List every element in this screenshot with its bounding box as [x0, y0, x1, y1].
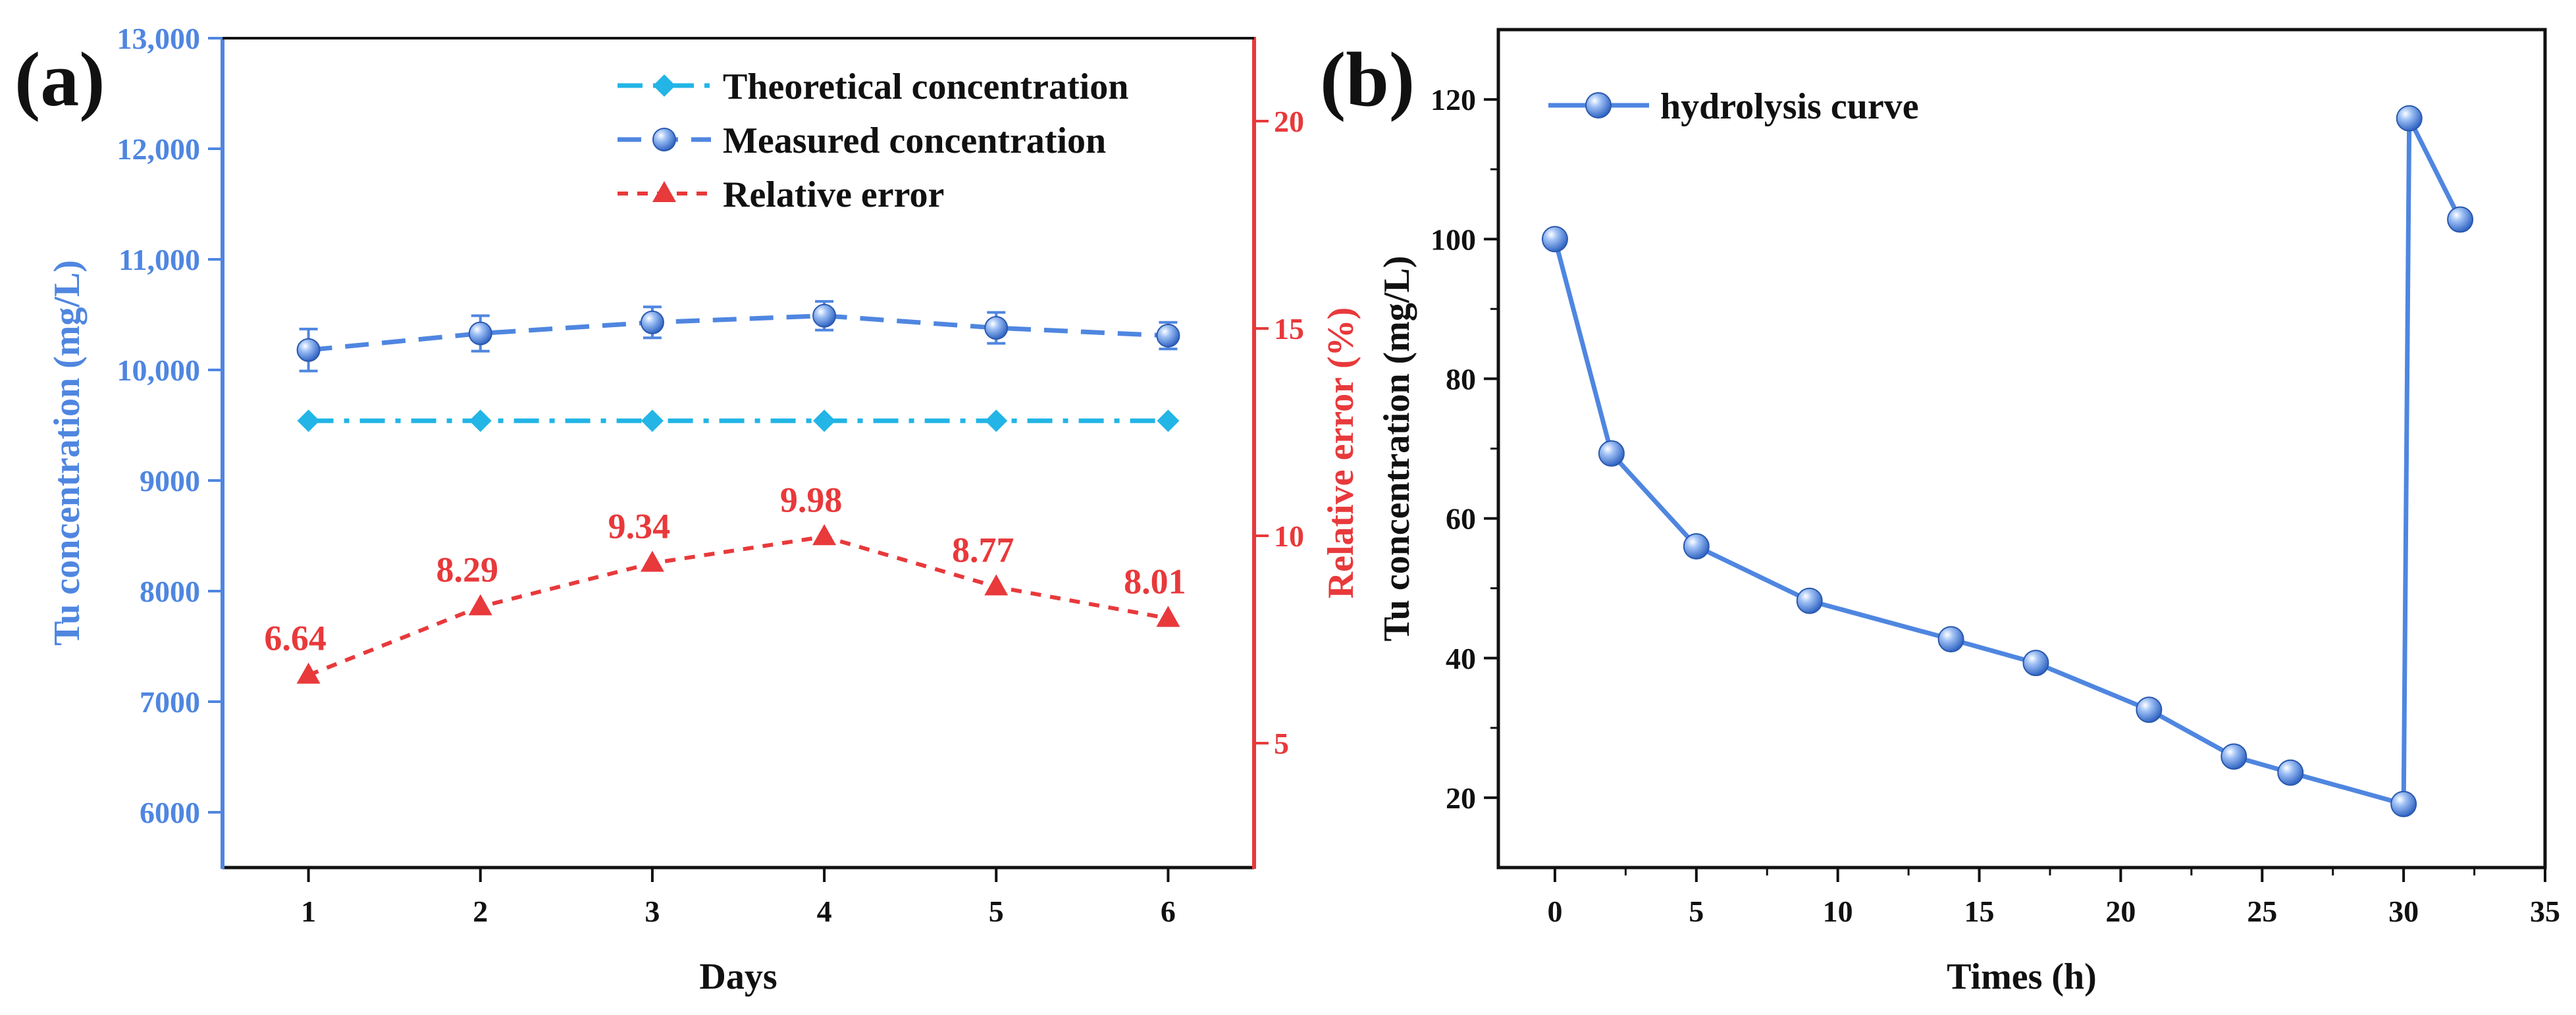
panel-b-y-tick-label: 120: [1431, 83, 1476, 117]
relative-error-data-label: 8.77: [952, 530, 1014, 569]
theoretical-point: [813, 409, 836, 432]
measured-point: [296, 338, 321, 362]
panel-a-x-tick-label: 1: [301, 895, 316, 928]
panel-b-label: (b): [1320, 36, 1415, 122]
measured-point: [984, 316, 1009, 340]
panel-b-x-tick-label: 30: [2388, 895, 2419, 928]
panel-a-y-tick-label: 9000: [140, 464, 200, 498]
panel-a-y-tick-label: 13,000: [117, 22, 201, 55]
relative-error-point: [1156, 606, 1180, 627]
hydrolysis-point: [1598, 440, 1625, 467]
panel-b-y-tick-label: 60: [1446, 502, 1476, 536]
panel-a-y-tick-label: 7000: [140, 685, 200, 719]
panel-a-y-axis-title: Tu concentration (mg/L): [47, 260, 88, 646]
measured-point: [1156, 323, 1180, 348]
panel-a-y2-tick-label: 15: [1274, 312, 1304, 346]
panel-b-y-tick-label: 80: [1446, 362, 1476, 396]
legend-measured-marker: [652, 128, 676, 151]
relative-error-data-label: 9.34: [608, 507, 671, 546]
measured-point: [812, 303, 837, 328]
hydrolysis-point: [2396, 105, 2423, 132]
panel-a-y-tick-label: 6000: [140, 796, 200, 829]
panel-a-x-tick-label: 3: [644, 895, 660, 928]
relative-error-point: [468, 594, 492, 615]
hydrolysis-point: [1796, 587, 1823, 614]
panel-b-y-axis-title: Tu concentration (mg/L): [1377, 256, 1417, 642]
theoretical-point: [469, 409, 492, 432]
panel-b-y-tick-label: 20: [1446, 781, 1476, 815]
hydrolysis-point: [1937, 626, 1964, 653]
hydrolysis-point: [1541, 226, 1568, 253]
panel-b-x-tick-label: 5: [1689, 895, 1704, 928]
panel-a-x-tick-label: 4: [817, 895, 832, 928]
panel-a-x-tick-label: 5: [989, 895, 1004, 928]
measured-point: [640, 310, 664, 334]
hydrolysis-point: [1683, 533, 1710, 560]
hydrolysis-point: [2221, 743, 2247, 770]
hydrolysis-point: [2022, 650, 2049, 677]
panel-b-x-tick-label: 20: [2105, 895, 2136, 928]
theoretical-point: [297, 409, 320, 432]
hydrolysis-point: [2277, 759, 2304, 786]
panel-b-x-tick-label: 15: [1964, 895, 1995, 928]
legend-error-label: Relative error: [723, 174, 944, 215]
hydrolysis-point: [2390, 791, 2417, 818]
relative-error-point: [640, 550, 664, 572]
relative-error-data-label: 9.98: [780, 480, 843, 519]
panel-b-x-tick-label: 0: [1547, 895, 1562, 928]
panel-b-x-tick-label: 10: [1823, 895, 1853, 928]
panel-a-y2-tick-label: 5: [1274, 727, 1289, 760]
panel-b-y-tick-label: 40: [1446, 642, 1476, 675]
legend-theoretical-label: Theoretical concentration: [723, 66, 1128, 107]
panel-b-y-tick-label: 100: [1431, 222, 1476, 256]
theoretical-point: [985, 409, 1008, 432]
legend-hydrolysis-label: hydrolysis curve: [1660, 86, 1919, 127]
panel-b-x-tick-label: 35: [2530, 895, 2560, 928]
panel-a-y2-tick-label: 20: [1274, 105, 1304, 138]
panel-a-y2-axis-title: Relative error (%): [1321, 307, 1361, 599]
legend-theoretical-marker: [653, 74, 675, 97]
panel-b-x-tick-label: 25: [2247, 895, 2277, 928]
legend-measured-label: Measured concentration: [723, 120, 1106, 161]
panel-a-y-tick-label: 10,000: [117, 353, 201, 387]
measured-line: [308, 313, 1169, 353]
relative-error-data-label: 8.01: [1124, 561, 1186, 601]
theoretical-point: [1157, 409, 1180, 432]
relative-error-point: [812, 524, 837, 546]
panel-a-label: (a): [14, 36, 105, 122]
relative-error-data-label: 6.64: [264, 619, 327, 658]
panel-a-y2-tick-label: 10: [1274, 519, 1304, 553]
panel-a-x-axis-title: Days: [699, 956, 777, 997]
panel-a-chart: 1 2 3 4 5 6 Days 6000 7000 8000 9000 10,000 11,000 12…: [47, 22, 1361, 997]
panel-a-x-tick-label: 6: [1161, 895, 1176, 928]
panel-b-x-axis-title: Times (h): [1947, 956, 2097, 997]
panel-a-y-tick-label: 8000: [140, 575, 200, 608]
relative-error-point: [984, 574, 1009, 596]
panel-a-y-tick-label: 12,000: [117, 132, 201, 166]
panel-a-x-tick-label: 2: [473, 895, 488, 928]
relative-error-data-label: 8.29: [436, 550, 499, 590]
panel-a-y-tick-label: 11,000: [118, 243, 200, 276]
legend-hydrolysis-marker: [1585, 92, 1612, 118]
theoretical-point: [641, 409, 664, 432]
relative-error-point: [296, 662, 321, 684]
panel-b-plot-frame: [1496, 28, 2547, 870]
hydrolysis-point: [2447, 206, 2474, 233]
legend-error-marker: [652, 181, 676, 202]
measured-point: [468, 321, 492, 346]
hydrolysis-line: [1552, 116, 2463, 806]
hydrolysis-point: [2136, 696, 2163, 723]
